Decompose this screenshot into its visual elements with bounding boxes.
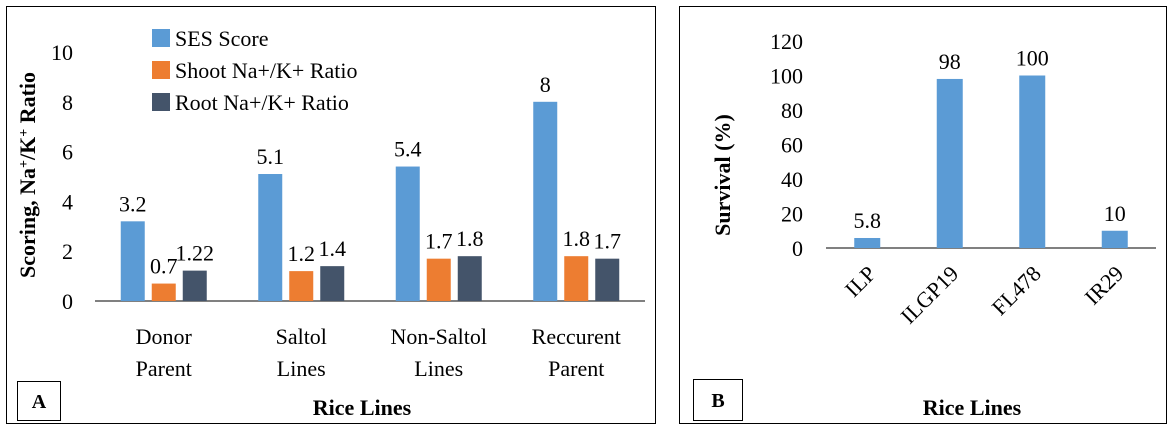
x-category-label: Non-Saltol xyxy=(390,324,487,349)
legend-label: SES Score xyxy=(175,26,269,51)
x-category-label: Saltol xyxy=(276,324,327,349)
chart-panel-b: 0 20 40 60 80 100 120 5.8 ILP 98 ILGP19 100 FL478 10 I… xyxy=(679,6,1167,424)
y-tick-label: 100 xyxy=(770,64,803,89)
bar-3-4 xyxy=(595,258,620,301)
x-axis-title: Rice Lines xyxy=(313,395,412,420)
chart-a-svg: 0 2 4 6 8 10 3.2 0.71.22 Donor Parent 5.1 1.2 1.4 Sal… xyxy=(15,26,645,420)
x-category-label: ILP xyxy=(840,261,881,302)
y-tick-label: 80 xyxy=(781,98,803,123)
data-label: 1.8 xyxy=(563,226,591,251)
x-axis-title: Rice Lines xyxy=(923,395,1022,420)
x-category-label: Reccurent xyxy=(532,324,621,349)
y-tick-label: 40 xyxy=(781,167,803,192)
bar-2-3 xyxy=(426,258,451,301)
data-label: 1.7 xyxy=(594,229,622,254)
bar-4 xyxy=(1101,230,1128,248)
y-tick-label: 6 xyxy=(62,140,73,165)
legend-swatch xyxy=(152,29,170,47)
bar-2-1 xyxy=(151,283,176,301)
x-category-label: Lines xyxy=(277,356,326,381)
bar-3-2 xyxy=(320,266,345,301)
data-label: 5.8 xyxy=(854,208,882,233)
data-label: 5.4 xyxy=(394,137,422,162)
panel-label-b: B xyxy=(693,379,743,421)
data-label: 1.4 xyxy=(319,236,347,261)
data-label: 1.8 xyxy=(456,226,484,251)
bar-3-1 xyxy=(182,270,207,301)
y-axis-title: Survival (%) xyxy=(710,114,735,236)
data-label: 100 xyxy=(1016,46,1049,71)
legend-label: Root Na+/K+ Ratio xyxy=(175,90,349,115)
bar-3-3 xyxy=(457,256,482,301)
y-axis-title: Scoring, Na+/K+ Ratio xyxy=(15,72,40,278)
x-category-label: IR29 xyxy=(1079,261,1128,310)
legend-swatch xyxy=(152,93,170,111)
x-category-label: FL478 xyxy=(987,261,1046,320)
x-category-label: Lines xyxy=(414,356,463,381)
bar-2-2 xyxy=(289,271,314,301)
y-tick-label: 10 xyxy=(51,40,73,65)
data-label: 98 xyxy=(939,49,961,74)
bar-2-4 xyxy=(564,256,589,301)
y-tick-label: 0 xyxy=(62,289,73,314)
y-tick-label: 4 xyxy=(62,189,73,214)
y-tick-label: 2 xyxy=(62,239,73,264)
data-label: 8 xyxy=(540,72,551,97)
legend-label: Shoot Na+/K+ Ratio xyxy=(175,58,357,83)
x-category-label: Parent xyxy=(548,356,604,381)
bar-3 xyxy=(1019,75,1046,248)
data-label: 10 xyxy=(1104,201,1126,226)
bar-1-4 xyxy=(533,101,558,301)
data-label: 0.7 xyxy=(150,254,178,279)
panel-label-a: A xyxy=(17,381,61,421)
bar-1-1 xyxy=(120,221,145,301)
bar-1 xyxy=(854,237,881,248)
y-tick-label: 8 xyxy=(62,90,73,115)
bar-2 xyxy=(936,78,963,248)
bar-1-2 xyxy=(258,174,283,301)
bar-1-3 xyxy=(395,166,420,301)
y-tick-label: 120 xyxy=(770,29,803,54)
x-category-label: Parent xyxy=(136,356,192,381)
data-label: 1.2 xyxy=(288,241,316,266)
y-tick-label: 20 xyxy=(781,202,803,227)
x-category-label: Donor xyxy=(136,324,193,349)
data-label: 1.22 xyxy=(176,241,215,266)
x-category-label: ILGP19 xyxy=(895,261,963,329)
y-tick-label: 0 xyxy=(792,236,803,261)
chart-panel-a: 0 2 4 6 8 10 3.2 0.7 1.22 Donor Parent 5.1 1.2 1.4 Sal… xyxy=(6,6,656,424)
chart-b-svg: 0 20 40 60 80 100 120 5.8 ILP 98 ILGP19 100 FL478 10 I… xyxy=(710,29,1156,420)
data-label: 1.7 xyxy=(425,229,453,254)
y-tick-label: 60 xyxy=(781,133,803,158)
data-label: 5.1 xyxy=(257,144,285,169)
data-label: 3.2 xyxy=(119,191,147,216)
legend-swatch xyxy=(152,61,170,79)
